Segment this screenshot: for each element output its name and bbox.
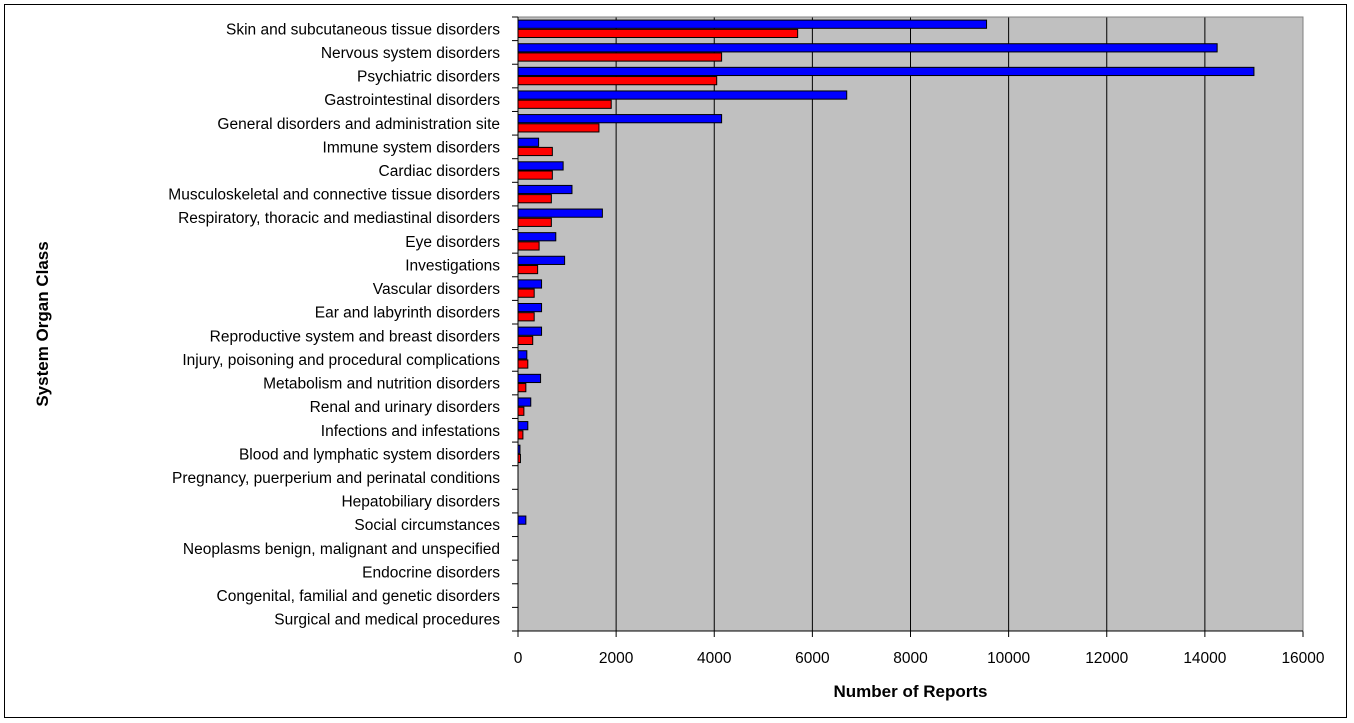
bar-red bbox=[517, 170, 553, 180]
y-axis-title: System Organ Class bbox=[33, 241, 52, 406]
bar-red bbox=[517, 241, 540, 251]
category-label: Immune system disorders bbox=[323, 139, 501, 156]
bar-blue bbox=[517, 161, 564, 171]
bar-blue bbox=[517, 515, 527, 525]
category-label: Injury, poisoning and procedural complic… bbox=[182, 352, 500, 369]
category-label: Nervous system disorders bbox=[321, 45, 500, 62]
bar-red bbox=[517, 430, 524, 440]
x-tick-label: 12000 bbox=[1085, 650, 1128, 667]
bar-red bbox=[517, 99, 612, 109]
category-label: Psychiatric disorders bbox=[357, 69, 500, 86]
bar-blue bbox=[517, 43, 1218, 53]
category-label: Gastrointestinal disorders bbox=[324, 92, 500, 109]
bar-red bbox=[517, 194, 552, 204]
bar-blue bbox=[517, 232, 557, 242]
category-label: Neoplasms benign, malignant and unspecif… bbox=[183, 541, 500, 558]
x-tick-label: 10000 bbox=[987, 650, 1030, 667]
category-labels: Skin and subcutaneous tissue disorders Ne… bbox=[168, 21, 500, 628]
bar-red bbox=[517, 312, 535, 322]
x-tick-label: 0 bbox=[514, 650, 523, 667]
category-label: Infections and infestations bbox=[321, 423, 500, 440]
category-label: Investigations bbox=[405, 257, 500, 274]
category-label: Musculoskeletal and connective tissue di… bbox=[168, 187, 500, 204]
category-label: Reproductive system and breast disorders bbox=[210, 328, 501, 345]
x-tick-label: 14000 bbox=[1183, 650, 1226, 667]
category-label: Eye disorders bbox=[405, 234, 500, 251]
category-label: Vascular disorders bbox=[373, 281, 500, 298]
bar-blue bbox=[517, 421, 529, 431]
category-label: Skin and subcutaneous tissue disorders bbox=[226, 21, 500, 38]
x-tick-label: 2000 bbox=[599, 650, 634, 667]
x-tick-labels: 0 2000 4000 6000 8000 10000 12000 14000 16000 bbox=[514, 650, 1325, 667]
bar-red bbox=[517, 123, 600, 133]
x-tick-label: 4000 bbox=[697, 650, 732, 667]
bar-blue bbox=[517, 397, 532, 407]
axes bbox=[512, 16, 1304, 632]
bar-red bbox=[517, 335, 534, 346]
bar-blue bbox=[517, 208, 603, 218]
bar-red bbox=[517, 406, 525, 416]
bar-blue bbox=[517, 137, 540, 147]
bar-blue bbox=[517, 373, 542, 384]
bar-red bbox=[517, 264, 539, 275]
bar-red bbox=[517, 76, 718, 86]
bar-blue bbox=[517, 279, 543, 289]
category-label: Metabolism and nutrition disorders bbox=[263, 376, 500, 393]
bar-blue bbox=[517, 66, 1255, 77]
category-label: Endocrine disorders bbox=[362, 564, 500, 581]
bar-red bbox=[517, 217, 552, 227]
category-label: General disorders and administration sit… bbox=[217, 116, 500, 133]
bar-blue bbox=[517, 90, 848, 100]
bar-blue bbox=[517, 302, 543, 313]
bar-blue bbox=[517, 255, 566, 265]
category-label: Ear and labyrinth disorders bbox=[315, 305, 500, 322]
bars bbox=[517, 19, 1255, 525]
bar-blue bbox=[517, 114, 723, 124]
bar-red bbox=[517, 28, 799, 39]
bar-red bbox=[517, 383, 527, 393]
x-tick-label: 16000 bbox=[1281, 650, 1324, 667]
bar-red bbox=[517, 288, 535, 298]
category-label: Hepatobiliary disorders bbox=[341, 494, 500, 511]
x-tick-label: 6000 bbox=[795, 650, 830, 667]
bar-red bbox=[517, 359, 529, 369]
bar-red bbox=[517, 146, 553, 157]
category-label: Surgical and medical procedures bbox=[274, 612, 500, 629]
category-label: Blood and lymphatic system disorders bbox=[239, 446, 500, 463]
category-label: Social circumstances bbox=[354, 517, 500, 534]
category-label: Pregnancy, puerperium and perinatal cond… bbox=[172, 470, 500, 487]
bar-blue bbox=[517, 350, 528, 360]
x-tick-label: 8000 bbox=[893, 650, 928, 667]
bar-blue bbox=[517, 19, 988, 29]
x-axis-title: Number of Reports bbox=[834, 682, 988, 701]
category-label: Respiratory, thoracic and mediastinal di… bbox=[178, 210, 500, 227]
bar-blue bbox=[517, 326, 543, 336]
bar-red bbox=[517, 52, 723, 62]
bar-blue bbox=[517, 184, 573, 195]
category-label: Congenital, familial and genetic disorde… bbox=[217, 588, 501, 605]
category-label: Cardiac disorders bbox=[379, 163, 501, 180]
category-label: Renal and urinary disorders bbox=[310, 399, 501, 416]
